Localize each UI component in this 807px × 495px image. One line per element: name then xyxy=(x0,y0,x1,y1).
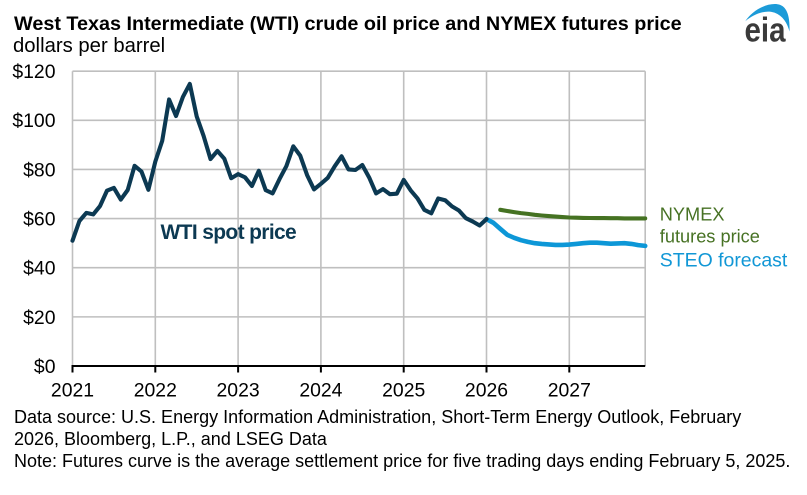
svg-text:$120: $120 xyxy=(12,61,55,83)
svg-text:2024: 2024 xyxy=(299,380,342,402)
svg-text:$80: $80 xyxy=(23,159,56,181)
svg-text:STEO forecast: STEO forecast xyxy=(660,249,788,271)
svg-text:$20: $20 xyxy=(23,307,56,329)
svg-text:futures price: futures price xyxy=(660,226,760,246)
svg-text:$60: $60 xyxy=(23,209,56,231)
svg-text:2021: 2021 xyxy=(51,380,94,402)
svg-text:2022: 2022 xyxy=(134,380,177,402)
svg-text:2023: 2023 xyxy=(217,380,260,402)
svg-text:$100: $100 xyxy=(12,110,55,132)
svg-text:eia: eia xyxy=(745,12,787,50)
svg-text:WTI spot price: WTI spot price xyxy=(161,221,297,244)
svg-text:2026: 2026 xyxy=(465,380,508,402)
svg-text:2027: 2027 xyxy=(548,380,591,402)
svg-text:NYMEX: NYMEX xyxy=(660,204,725,224)
svg-text:$0: $0 xyxy=(34,356,56,378)
svg-text:$40: $40 xyxy=(23,258,56,280)
svg-text:2025: 2025 xyxy=(382,380,425,402)
